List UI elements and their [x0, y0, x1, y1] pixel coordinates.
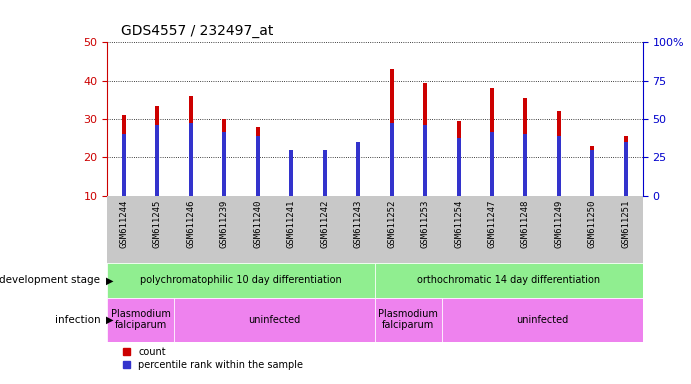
Text: GSM611246: GSM611246 [187, 199, 196, 248]
Text: uninfected: uninfected [248, 314, 301, 325]
Bar [289, 150, 293, 196]
Bar [375, 263, 643, 298]
Bar [122, 134, 126, 196]
Text: GSM611242: GSM611242 [320, 199, 329, 248]
Text: polychromatophilic 10 day differentiation: polychromatophilic 10 day differentiatio… [140, 275, 342, 285]
Bar [624, 142, 628, 196]
Text: infection: infection [55, 314, 100, 325]
Text: GSM611249: GSM611249 [554, 199, 563, 248]
Bar [256, 136, 260, 196]
Bar [524, 98, 527, 196]
Bar [457, 138, 460, 196]
Text: GSM611250: GSM611250 [588, 199, 597, 248]
Bar [107, 298, 174, 342]
Text: uninfected: uninfected [516, 314, 568, 325]
Bar [189, 96, 193, 196]
Bar [356, 142, 360, 196]
Text: GSM611240: GSM611240 [253, 199, 262, 248]
Text: GSM611247: GSM611247 [488, 199, 497, 248]
Bar [490, 132, 494, 196]
Text: Plasmodium
falciparum: Plasmodium falciparum [111, 309, 171, 331]
Text: GSM611239: GSM611239 [220, 199, 229, 248]
Bar [624, 136, 628, 196]
Bar [155, 106, 160, 196]
Text: ▶: ▶ [106, 275, 114, 285]
Bar [223, 132, 226, 196]
Bar [423, 83, 427, 196]
Text: development stage: development stage [0, 275, 100, 285]
Text: GSM611251: GSM611251 [621, 199, 630, 248]
Bar [557, 111, 561, 196]
Bar [155, 125, 160, 196]
Bar [390, 123, 394, 196]
Bar [390, 69, 394, 196]
Bar [107, 263, 375, 298]
Bar [356, 142, 360, 196]
Text: GSM611243: GSM611243 [354, 199, 363, 248]
Bar [122, 115, 126, 196]
Bar [524, 134, 527, 196]
Legend: count, percentile rank within the sample: count, percentile rank within the sample [123, 347, 303, 369]
Bar [289, 159, 293, 196]
Bar [442, 298, 643, 342]
Text: GSM611254: GSM611254 [454, 199, 463, 248]
Text: GSM611253: GSM611253 [421, 199, 430, 248]
Bar [174, 298, 375, 342]
Bar [323, 150, 327, 196]
Bar [189, 123, 193, 196]
Bar [557, 136, 561, 196]
Bar [256, 127, 260, 196]
Text: Plasmodium
falciparum: Plasmodium falciparum [379, 309, 438, 331]
Text: GSM611245: GSM611245 [153, 199, 162, 248]
Bar [457, 121, 460, 196]
Text: GSM611244: GSM611244 [120, 199, 129, 248]
Text: GSM611248: GSM611248 [521, 199, 530, 248]
Bar [590, 150, 594, 196]
Text: orthochromatic 14 day differentiation: orthochromatic 14 day differentiation [417, 275, 600, 285]
Text: ▶: ▶ [106, 314, 114, 325]
Bar [423, 125, 427, 196]
Bar [490, 88, 494, 196]
Bar [323, 152, 327, 196]
Text: GSM611241: GSM611241 [287, 199, 296, 248]
Text: GSM611252: GSM611252 [387, 199, 396, 248]
Bar [223, 119, 226, 196]
Text: GDS4557 / 232497_at: GDS4557 / 232497_at [121, 25, 274, 38]
Bar [375, 298, 442, 342]
Bar [590, 146, 594, 196]
